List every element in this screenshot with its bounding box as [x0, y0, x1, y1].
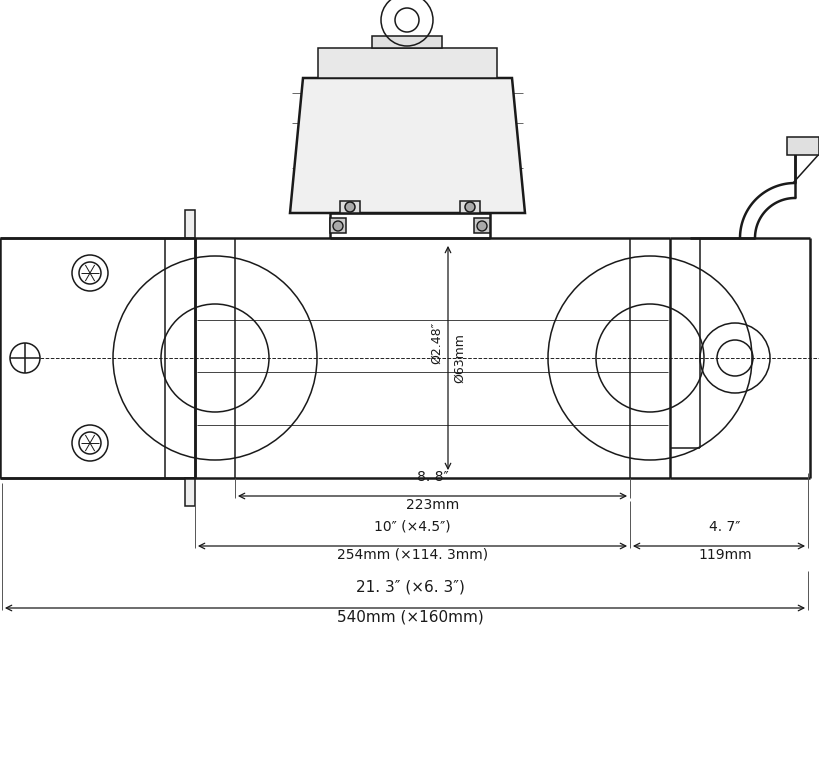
Text: 8. 8″: 8. 8″	[416, 470, 448, 484]
Bar	[340, 201, 360, 213]
Bar	[329, 218, 346, 233]
Text: 540mm (×160mm): 540mm (×160mm)	[337, 610, 482, 625]
Bar	[372, 36, 441, 48]
Text: Ø63mm: Ø63mm	[453, 333, 466, 383]
Bar	[185, 478, 195, 506]
Circle shape	[333, 221, 342, 231]
Circle shape	[477, 221, 486, 231]
Bar	[318, 48, 496, 78]
Bar	[459, 201, 479, 213]
Text: 254mm (×114. 3mm): 254mm (×114. 3mm)	[337, 548, 487, 562]
Circle shape	[464, 202, 474, 212]
Text: Ø2.48″: Ø2.48″	[430, 322, 443, 364]
Circle shape	[345, 202, 355, 212]
Text: 10″ (×4.5″): 10″ (×4.5″)	[373, 520, 450, 534]
Bar	[185, 210, 195, 238]
Bar	[473, 218, 490, 233]
Polygon shape	[290, 78, 524, 213]
Text: 119mm: 119mm	[697, 548, 751, 562]
Text: 223mm: 223mm	[405, 498, 459, 512]
Text: 4. 7″: 4. 7″	[708, 520, 740, 534]
Text: 21. 3″ (×6. 3″): 21. 3″ (×6. 3″)	[355, 579, 464, 594]
Bar	[786, 137, 818, 155]
